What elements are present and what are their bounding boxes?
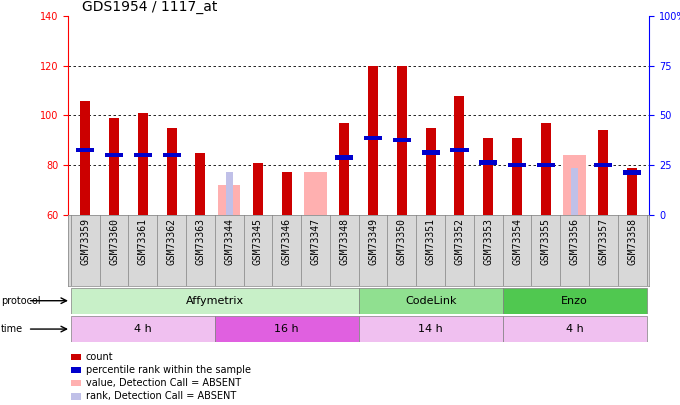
Text: 4 h: 4 h xyxy=(566,324,583,334)
Bar xyxy=(195,153,205,215)
Text: 14 h: 14 h xyxy=(418,324,443,334)
Text: time: time xyxy=(1,324,23,334)
Bar xyxy=(71,316,215,342)
Bar xyxy=(503,316,647,342)
Bar xyxy=(594,163,613,167)
Bar xyxy=(623,170,641,175)
Text: GSM73362: GSM73362 xyxy=(167,218,177,265)
Text: GSM73363: GSM73363 xyxy=(195,218,205,265)
Bar xyxy=(483,138,493,215)
Bar xyxy=(541,123,551,215)
Text: 16 h: 16 h xyxy=(275,324,299,334)
Bar xyxy=(226,173,233,215)
Bar xyxy=(282,173,292,215)
Bar xyxy=(537,163,555,167)
Bar xyxy=(71,354,81,360)
Text: GSM73345: GSM73345 xyxy=(253,218,263,265)
Text: GSM73353: GSM73353 xyxy=(483,218,493,265)
Text: GSM73358: GSM73358 xyxy=(627,218,637,265)
Bar xyxy=(138,113,148,215)
Bar xyxy=(564,155,585,215)
Text: GSM73349: GSM73349 xyxy=(368,218,378,265)
Bar xyxy=(71,393,81,399)
Bar xyxy=(479,160,497,165)
Text: GSM73351: GSM73351 xyxy=(426,218,436,265)
Bar xyxy=(503,288,647,314)
Text: GSM73357: GSM73357 xyxy=(598,218,609,265)
Text: Affymetrix: Affymetrix xyxy=(186,296,244,306)
Bar xyxy=(215,316,358,342)
Text: GSM73344: GSM73344 xyxy=(224,218,234,265)
Text: GSM73352: GSM73352 xyxy=(454,218,464,265)
Bar xyxy=(571,168,578,215)
Bar xyxy=(368,66,378,215)
Bar xyxy=(508,163,526,167)
Bar xyxy=(163,153,181,158)
Bar xyxy=(305,173,326,215)
Bar xyxy=(512,138,522,215)
Bar xyxy=(358,316,503,342)
Bar xyxy=(426,128,436,215)
Text: value, Detection Call = ABSENT: value, Detection Call = ABSENT xyxy=(86,378,241,388)
Text: count: count xyxy=(86,352,113,362)
Text: 4 h: 4 h xyxy=(134,324,152,334)
Text: GSM73347: GSM73347 xyxy=(311,218,320,265)
Text: GDS1954 / 1117_at: GDS1954 / 1117_at xyxy=(82,0,217,14)
Bar xyxy=(105,153,123,158)
Text: GSM73361: GSM73361 xyxy=(138,218,148,265)
Text: GSM73348: GSM73348 xyxy=(339,218,350,265)
Bar xyxy=(627,168,637,215)
Bar xyxy=(339,123,350,215)
Text: protocol: protocol xyxy=(1,296,40,306)
Text: GSM73350: GSM73350 xyxy=(397,218,407,265)
Bar xyxy=(364,136,382,140)
Bar xyxy=(76,148,95,152)
Bar xyxy=(358,288,503,314)
Text: CodeLink: CodeLink xyxy=(405,296,456,306)
Bar xyxy=(80,100,90,215)
Bar xyxy=(71,380,81,386)
Bar xyxy=(450,148,469,152)
Bar xyxy=(109,118,119,215)
Bar xyxy=(253,162,263,215)
Text: GSM73359: GSM73359 xyxy=(80,218,90,265)
Text: rank, Detection Call = ABSENT: rank, Detection Call = ABSENT xyxy=(86,391,236,401)
Text: GSM73356: GSM73356 xyxy=(570,218,579,265)
Text: GSM73360: GSM73360 xyxy=(109,218,119,265)
Text: GSM73355: GSM73355 xyxy=(541,218,551,265)
Bar xyxy=(71,367,81,373)
Bar xyxy=(134,153,152,158)
Text: GSM73354: GSM73354 xyxy=(512,218,522,265)
Text: percentile rank within the sample: percentile rank within the sample xyxy=(86,365,251,375)
Bar xyxy=(454,96,464,215)
Bar xyxy=(598,130,609,215)
Bar xyxy=(71,288,358,314)
Bar xyxy=(335,156,354,160)
Text: GSM73346: GSM73346 xyxy=(282,218,292,265)
Bar xyxy=(422,150,440,155)
Text: Enzo: Enzo xyxy=(561,296,588,306)
Bar xyxy=(218,185,240,215)
Bar xyxy=(393,138,411,143)
Bar xyxy=(397,66,407,215)
Bar xyxy=(167,128,177,215)
